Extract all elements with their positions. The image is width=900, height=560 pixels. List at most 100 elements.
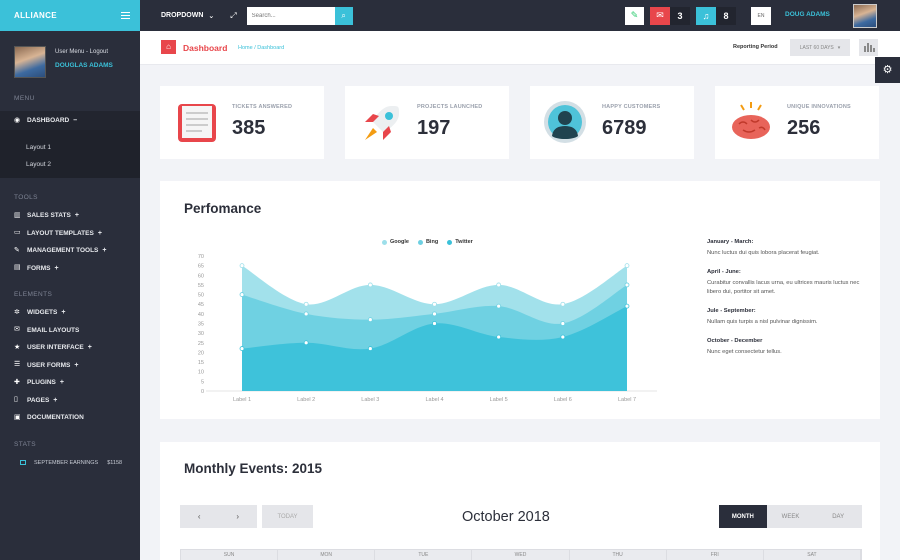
brain-icon <box>732 102 770 139</box>
top-avatar[interactable] <box>853 4 877 28</box>
sidebar-item-sales-stats[interactable]: ▥ SALES STATS + <box>0 207 140 225</box>
section-title-tools: TOOLS <box>14 194 38 201</box>
sidebar-item-label: PAGES <box>27 396 50 404</box>
top-user-name[interactable]: DOUG ADAMS <box>785 11 830 18</box>
list-icon: ☰ <box>14 361 21 369</box>
avatar[interactable] <box>14 46 46 78</box>
stat-label: PROJECTS LAUNCHED <box>417 104 483 110</box>
envelope-icon[interactable]: ✉ <box>650 6 670 25</box>
breadcrumb[interactable]: Home / Dashboard <box>238 45 285 51</box>
monthly-events-panel: Monthly Events: 2015 ‹ › TODAY October 2… <box>160 442 880 560</box>
bell-icon[interactable]: ♫ <box>696 6 716 25</box>
data-point <box>496 282 502 288</box>
x-tick-label: Label 1 <box>233 397 251 403</box>
sidebar-item-label: PLUGINS <box>27 379 56 387</box>
language-button[interactable]: EN <box>751 6 771 25</box>
sidebar-subitem-layout-1[interactable]: Layout 1 <box>26 144 51 151</box>
legend-swatch <box>447 239 453 245</box>
data-point <box>496 334 502 340</box>
sidebar-item-management-tools[interactable]: ✎ MANAGEMENT TOOLS + <box>0 242 140 260</box>
sidebar-stat-earnings: SEPTEMBER EARNINGS $1158 <box>0 456 140 470</box>
weekday-label: MON <box>278 550 376 560</box>
sidebar-item-forms[interactable]: ▤ FORMS + <box>0 260 140 278</box>
event-item: Jule - September: Nullam quis turpis a n… <box>707 308 867 327</box>
dropdown-menu[interactable]: DROPDOWN ⌄ <box>161 12 214 20</box>
weekday-label: SAT <box>764 550 861 560</box>
event-item: January - March: Nunc luctus dui quis lo… <box>707 239 867 258</box>
page-title: Dashboard <box>183 43 228 53</box>
plus-icon: + <box>74 361 79 369</box>
legend-swatch <box>417 239 423 245</box>
sidebar-item-user-interface[interactable]: ★ USER INTERFACE + <box>0 339 140 357</box>
view-week-button[interactable]: WEEK <box>781 513 800 520</box>
view-day-button[interactable]: DAY <box>832 513 845 520</box>
sidebar-item-widgets[interactable]: ✲ WIDGETS + <box>0 304 140 322</box>
y-tick-label: 35 <box>198 322 204 328</box>
sidebar-item-label: FORMS <box>27 264 51 272</box>
fullscreen-icon[interactable]: ⤢ <box>230 10 237 20</box>
monthly-events-title: Monthly Events: 2015 <box>184 461 323 476</box>
legend-label: Twitter <box>455 239 473 245</box>
next-month-button[interactable]: › <box>219 505 258 528</box>
data-point <box>303 311 309 317</box>
sidebar-item-pages[interactable]: ▯ PAGES + <box>0 392 140 410</box>
book-icon: ▣ <box>14 413 21 421</box>
legend-item[interactable]: Bing <box>417 239 439 245</box>
calendar-icon <box>20 460 26 465</box>
sidebar-item-documentation[interactable]: ▣ DOCUMENTATION <box>0 409 140 427</box>
legend-label: Bing <box>425 239 439 245</box>
customer-avatar-icon <box>544 101 586 143</box>
data-point <box>496 303 502 309</box>
caret-down-icon: ▾ <box>837 44 841 51</box>
event-item: October - December Nunc eget consectetur… <box>707 338 867 357</box>
user-menu-links[interactable]: User Menu - Logout <box>55 49 109 55</box>
weekday-label: THU <box>570 550 667 560</box>
reporting-period-value: LAST 60 DAYS <box>799 44 834 51</box>
event-title: October - December <box>707 338 763 344</box>
sidebar-item-label: MANAGEMENT TOOLS <box>27 247 99 255</box>
sidebar-item-dashboard[interactable]: ◉ DASHBOARD – <box>0 111 140 130</box>
file-icon: ▯ <box>14 396 18 404</box>
data-point <box>367 346 373 351</box>
event-title: Jule - September: <box>707 308 756 314</box>
bar-chart-icon[interactable] <box>859 39 878 56</box>
data-point <box>367 317 373 323</box>
y-tick-label: 65 <box>198 264 204 270</box>
reporting-period-select[interactable]: LAST 60 DAYS ▾ <box>790 39 850 56</box>
data-point <box>239 346 245 351</box>
plus-icon: + <box>87 344 92 352</box>
dashboard-submenu: Layout 1 Layout 2 <box>0 130 140 178</box>
y-tick-label: 50 <box>198 293 204 299</box>
prev-month-button[interactable]: ‹ <box>180 505 219 528</box>
stat-value: $1158 <box>107 459 123 466</box>
search-input[interactable] <box>246 6 335 25</box>
view-month-button[interactable]: MONTH <box>719 505 767 528</box>
x-tick-label: Label 6 <box>554 397 572 403</box>
sidebar-item-layout-templates[interactable]: ▭ LAYOUT TEMPLATES + <box>0 225 140 243</box>
weekday-label: TUE <box>375 550 473 560</box>
today-button[interactable]: TODAY <box>262 505 313 528</box>
legend-label: Google <box>390 239 409 245</box>
home-icon[interactable]: ⌂ <box>161 40 176 54</box>
sidebar-item-email-layouts[interactable]: ✉ EMAIL LAYOUTS <box>0 322 140 340</box>
calendar-month-title: October 2018 <box>462 509 550 525</box>
menu-toggle-icon[interactable] <box>121 12 130 19</box>
search-icon[interactable]: ⌕ <box>334 6 353 25</box>
document-icon <box>178 104 216 142</box>
chevron-left-icon: ‹ <box>197 512 201 521</box>
rocket-icon <box>365 106 399 140</box>
legend-item[interactable]: Twitter <box>447 239 473 245</box>
y-tick-label: 10 <box>198 370 204 376</box>
legend-item[interactable]: Google <box>382 239 409 245</box>
event-item: April - June: Curabitur convallis lacus … <box>707 269 867 297</box>
sidebar-item-label: USER INTERFACE <box>27 344 84 352</box>
wrench-icon: ✎ <box>14 246 20 254</box>
sidebar-item-user-forms[interactable]: ☰ USER FORMS + <box>0 357 140 375</box>
sidebar-subitem-layout-2[interactable]: Layout 2 <box>26 161 51 168</box>
sidebar-item-plugins[interactable]: ✚ PLUGINS + <box>0 374 140 392</box>
plus-icon: + <box>54 264 59 272</box>
forms-icon: ▤ <box>14 264 21 272</box>
pencil-icon[interactable]: ✎ <box>625 6 644 25</box>
y-tick-label: 30 <box>198 331 204 337</box>
settings-cogs-icon[interactable]: ⚙ <box>875 57 900 83</box>
